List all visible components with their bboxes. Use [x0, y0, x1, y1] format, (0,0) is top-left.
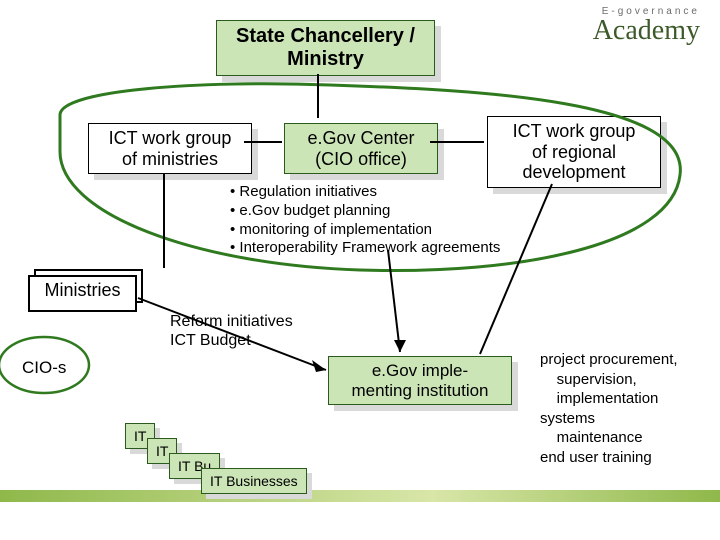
label-reform: Reform initiatives ICT Budget [170, 312, 293, 350]
box-egov-center: e.Gov Center (CIO office) [284, 123, 438, 174]
right-list: project procurement, supervision, implem… [540, 350, 678, 467]
logo-title: Academy [593, 15, 700, 47]
box-state-chancellery: State Chancellery / Ministry [216, 20, 435, 76]
box-ict-ministries: ICT work group of ministries [88, 123, 252, 174]
center-bullets: • Regulation initiatives • e.Gov budget … [230, 183, 500, 258]
logo: E-governance Academy [593, 6, 700, 47]
box-ict-regional: ICT work group of regional development [487, 116, 661, 188]
box-itb-4: IT Businesses [201, 468, 307, 494]
box-implementing: e.Gov imple- menting institution [328, 356, 512, 405]
box-ministries: Ministries [28, 275, 137, 312]
label-cios: CIO-s [22, 358, 66, 378]
